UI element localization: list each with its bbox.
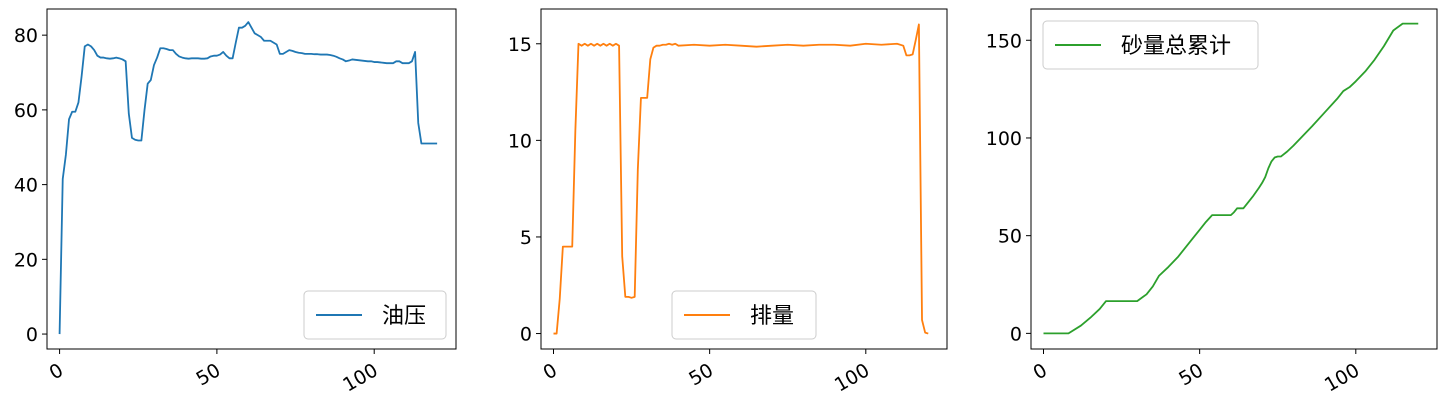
legend-box [1042, 20, 1259, 70]
legend-label: 砂量总累计 [1121, 34, 1231, 59]
axes-frame [1030, 8, 1438, 350]
x-tick-label: 100 [339, 359, 381, 396]
axes-frame [46, 8, 457, 350]
y-tick-label: 80 [14, 25, 38, 47]
axes-frame [540, 8, 948, 350]
legend-box [671, 290, 817, 340]
y-tick-label: 100 [986, 128, 1022, 150]
y-tick-label: 20 [14, 249, 38, 271]
x-tick-label: 0 [540, 359, 561, 384]
subplot-3: 0 50 100 150 0 50 100 砂量总累计 [986, 8, 1438, 396]
legend: 排量 [671, 290, 817, 340]
series-line-1 [58, 21, 438, 335]
legend-label: 排量 [750, 304, 794, 329]
x-tick-label: 0 [1030, 359, 1051, 384]
x-tick-label: 50 [685, 359, 717, 390]
x-tick-label: 100 [831, 359, 873, 396]
y-tick-label: 15 [508, 34, 532, 56]
legend-box [303, 290, 447, 340]
y-tick-label: 150 [986, 30, 1022, 52]
y-tick-label: 0 [1010, 323, 1022, 345]
series-line-1 [1043, 22, 1419, 335]
legend-label: 油压 [382, 304, 426, 329]
x-tick-label: 0 [46, 359, 67, 384]
y-tick-label: 0 [520, 324, 532, 346]
y-tick-label: 50 [998, 226, 1022, 248]
subplot-1: 0 20 40 60 80 0 50 100 油压 [14, 8, 457, 396]
x-tick-label: 50 [1175, 359, 1207, 390]
x-tick-label: 100 [1321, 359, 1363, 396]
subplot-2: 0 5 10 15 0 50 100 排量 [508, 8, 948, 396]
legend: 油压 [303, 290, 447, 340]
y-tick-label: 0 [26, 324, 38, 346]
y-tick-label: 10 [508, 130, 532, 152]
y-tick-label: 60 [14, 100, 38, 122]
x-tick-label: 50 [192, 359, 224, 390]
y-tick-label: 5 [520, 227, 532, 249]
legend: 砂量总累计 [1042, 20, 1259, 70]
y-tick-label: 40 [14, 175, 38, 197]
series-line-1 [553, 23, 929, 335]
